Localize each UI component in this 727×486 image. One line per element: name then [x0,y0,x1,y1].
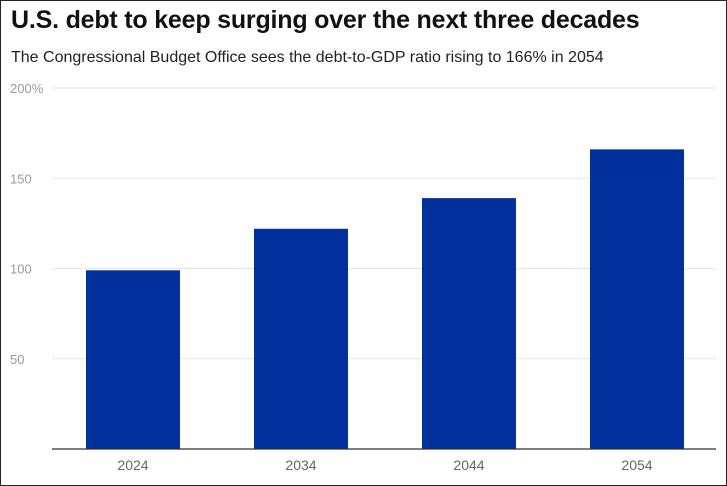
bars [86,149,684,449]
y-axis-tick-labels: 50 100 150 200% [10,81,44,367]
bar-2024 [86,270,180,449]
chart-subtitle: The Congressional Budget Office sees the… [11,49,604,66]
x-tick-label: 2024 [117,457,148,473]
y-tick-label: 150 [10,171,32,186]
y-tick-label: 200% [10,81,44,96]
bar-2044 [422,198,516,449]
x-tick-label: 2054 [621,457,652,473]
y-tick-label: 50 [10,352,24,367]
x-tick-label: 2034 [285,457,316,473]
bar-2054 [590,149,684,449]
y-tick-label: 100 [10,262,32,277]
chart-title: U.S. debt to keep surging over the next … [11,6,640,34]
x-tick-label: 2044 [453,457,484,473]
x-axis-tick-labels: 2024 2034 2044 2054 [117,457,652,473]
bar-2034 [254,228,348,449]
